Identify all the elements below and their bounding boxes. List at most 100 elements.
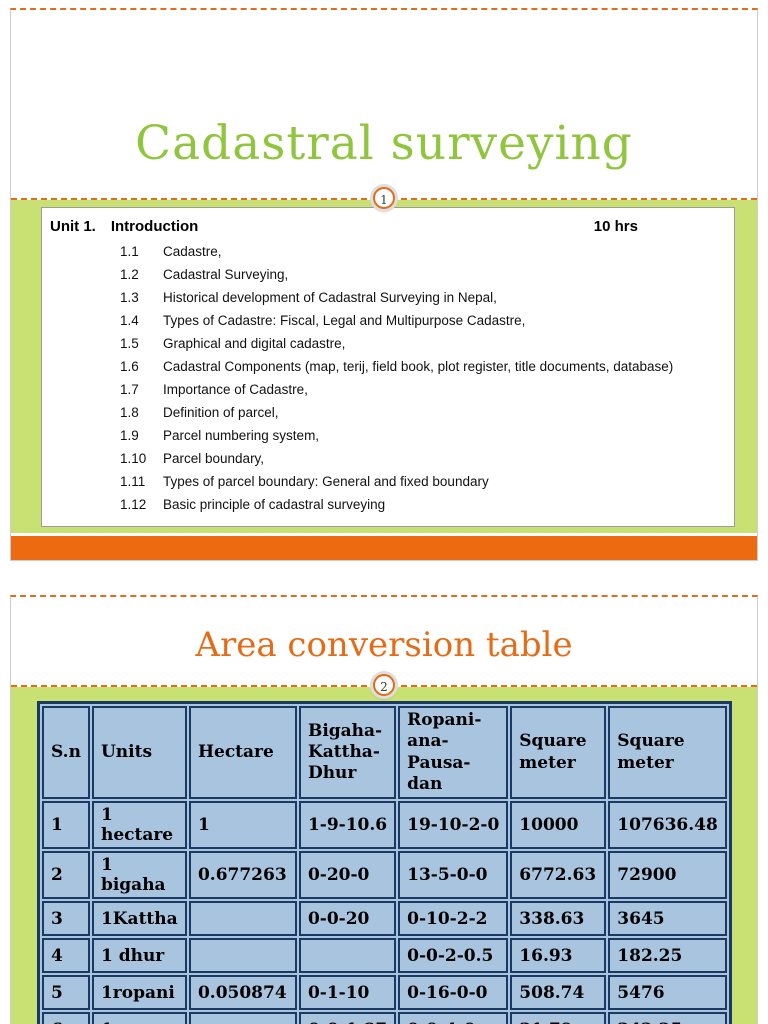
table-cell: 16.93 [510,938,607,973]
column-header-bigaha: Bigaha-Kattha-Dhur [298,706,397,799]
column-header-units: Units [91,706,187,799]
table-cell [188,1012,297,1024]
table-cell: 338.63 [510,901,607,936]
table-cell: 31.79 [510,1012,607,1024]
table-cell: 1 hectare [91,801,187,849]
outline-item: 1.5 Graphical and digital cadastre, [50,332,726,355]
outline-item-number: 1.2 [120,267,139,282]
table-row: 4 1 dhur 0-0-2-0.5 16.93 182.25 [42,938,727,973]
area-conversion-table: S.n Units Hectare Bigaha-Kattha-Dhur Rop… [37,701,732,1024]
table-cell: 4 [42,938,90,973]
table-cell: 508.74 [510,975,607,1010]
table-cell: 342.25 [608,1012,727,1024]
outline-item-number: 1.10 [120,451,147,466]
outline-item-text: Types of Cadastre: Fiscal, Legal and Mul… [163,313,526,328]
table-cell: 0-0-1.87 [298,1012,397,1024]
table-cell: 0.050874 [188,975,297,1010]
unit-outline-box: Unit 1. Introduction 10 hrs 1.1 Cadastre,… [41,207,735,527]
table-cell: 1-9-10.6 [298,801,397,849]
outline-item-number: 1.4 [120,313,139,328]
column-header-ropani: Ropani-ana-Pausa-dan [398,706,509,799]
slide-2: Area conversion table 2 S.n Units Hectar… [10,595,758,1024]
table-cell: 0.677263 [188,851,297,899]
column-header-hectare: Hectare [188,706,297,799]
slide-gap [0,561,768,595]
outline-item: 1.3 Historical development of Cadastral S… [50,286,726,309]
outline-item-text: Basic principle of cadastral surveying [163,497,386,512]
outline-item-number: 1.1 [120,244,139,259]
table-row: 1 1 hectare 1 1-9-10.6 19-10-2-0 10000 1… [42,801,727,849]
page-number-badge-1: 1 [373,187,395,209]
table-row: 6 1 ana 0-0-1.87 0-0-4-0 31.79 342.25 [42,1012,727,1024]
slide-1: Cadastral surveying 1 Unit 1. Introducti… [10,8,758,561]
slide2-divider: 2 [11,674,757,696]
table-cell: 0-0-4-0 [398,1012,509,1024]
table-cell: 1ropani [91,975,187,1010]
table-cell [188,938,297,973]
table-cell: 13-5-0-0 [398,851,509,899]
outline-item-text: Historical development of Cadastral Surv… [163,290,497,305]
table-cell [188,901,297,936]
table-cell: 1 [188,801,297,849]
slide1-footer-bar [11,536,757,560]
table-cell: 19-10-2-0 [398,801,509,849]
outline-item-text: Importance of Cadastre, [163,382,308,397]
table-cell: 1 bigaha [91,851,187,899]
outline-item-text: Cadastral Components (map, terij, field … [163,359,674,374]
slide2-title-area: Area conversion table [11,597,757,685]
table-cell: 5476 [608,975,727,1010]
outline-item: 1.7 Importance of Cadastre, [50,378,726,401]
table-cell: 6 [42,1012,90,1024]
outline-item-number: 1.8 [120,405,139,420]
table-cell: 0-0-2-0.5 [398,938,509,973]
outline-item-number: 1.3 [120,290,139,305]
table-cell: 5 [42,975,90,1010]
outline-item: 1.10 Parcel boundary, [50,447,726,470]
table-cell: 1 [42,801,90,849]
table-cell: 0-1-10 [298,975,397,1010]
slide1-title-area: Cadastral surveying [11,10,757,198]
outline-item-text: Parcel boundary, [163,451,265,466]
outline-item-number: 1.12 [120,497,147,512]
table-cell: 3645 [608,901,727,936]
outline-item-number: 1.9 [120,428,139,443]
table-cell: 3 [42,901,90,936]
outline-list: 1.1 Cadastre, 1.2 Cadastral Surveying, 1.3… [50,240,726,516]
slide1-body: Unit 1. Introduction 10 hrs 1.1 Cadastre,… [11,200,757,533]
slide1-divider: 1 [11,187,757,209]
outline-item-text: Cadastral Surveying, [163,267,289,282]
table-row: 3 1Kattha 0-0-20 0-10-2-2 338.63 3645 [42,901,727,936]
outline-item: 1.12 Basic principle of cadastral surveyi… [50,493,726,516]
unit-label: Unit 1. [50,218,96,235]
outline-item: 1.1 Cadastre, [50,240,726,263]
table-row: 2 1 bigaha 0.677263 0-20-0 13-5-0-0 6772… [42,851,727,899]
column-header-sqm: Square meter [510,706,607,799]
unit-name: Introduction [110,218,199,235]
slide2-title: Area conversion table [195,625,573,665]
outline-item-number: 1.7 [120,382,139,397]
outline-item: 1.4 Types of Cadastre: Fiscal, Legal and … [50,309,726,332]
table-cell [298,938,397,973]
slide1-bottom-gap [11,533,757,536]
table-cell: 107636.48 [608,801,727,849]
outline-item-number: 1.11 [120,474,146,489]
table-cell: 0-0-20 [298,901,397,936]
table-cell: 182.25 [608,938,727,973]
table-header-row: S.n Units Hectare Bigaha-Kattha-Dhur Rop… [42,706,727,799]
page-number-badge-2: 2 [373,674,395,696]
outline-item: 1.9 Parcel numbering system, [50,424,726,447]
outline-item: 1.11 Types of parcel boundary: General an… [50,470,726,493]
table-cell: 2 [42,851,90,899]
unit-hours: 10 hrs [593,218,638,235]
table-cell: 0-20-0 [298,851,397,899]
outline-item-text: Graphical and digital cadastre, [163,336,346,351]
outline-item-text: Definition of parcel, [163,405,279,420]
table-cell: 0-16-0-0 [398,975,509,1010]
outline-item-number: 1.6 [120,359,139,374]
slide2-body: S.n Units Hectare Bigaha-Kattha-Dhur Rop… [11,687,757,1024]
table-cell: 1 dhur [91,938,187,973]
outline-item: 1.8 Definition of parcel, [50,401,726,424]
table-cell: 6772.63 [510,851,607,899]
column-header-sqm-2: Square meter [608,706,727,799]
